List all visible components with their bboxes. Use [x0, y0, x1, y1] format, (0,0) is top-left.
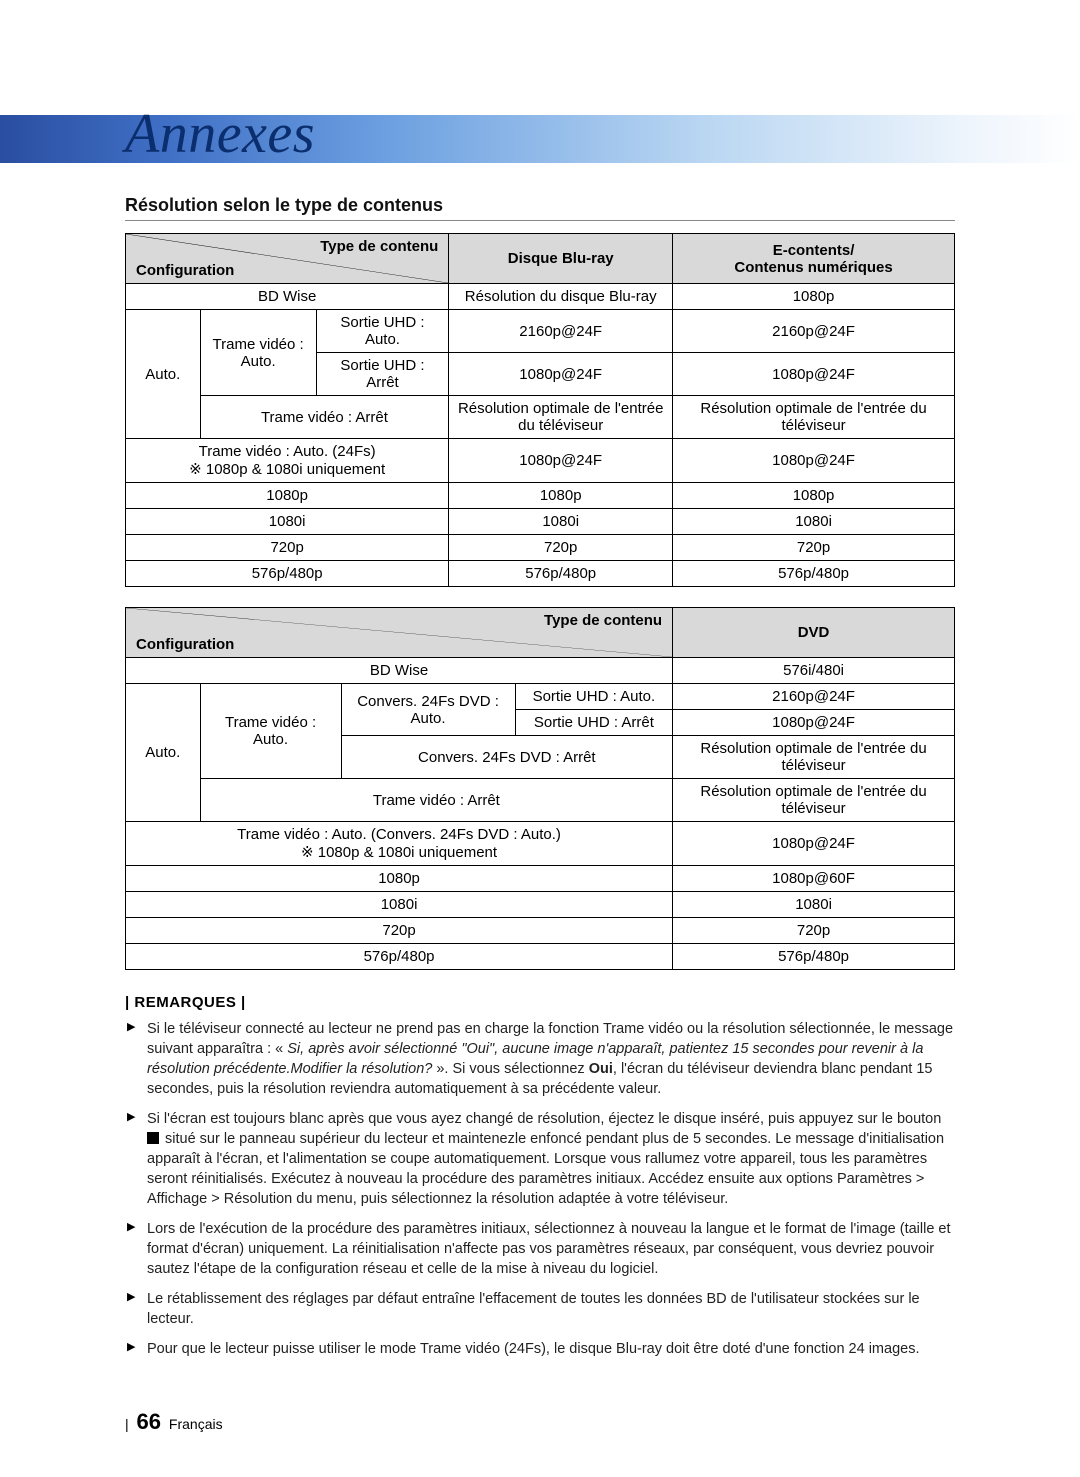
- table-row: 1080p 1080p 1080p: [126, 483, 955, 509]
- table-row: Trame vidéo : Auto. (Convers. 24Fs DVD :…: [126, 822, 955, 866]
- table-row: 1080p 1080p@60F: [126, 866, 955, 892]
- manual-page: Annexes Résolution selon le type de cont…: [0, 0, 1080, 1477]
- content-area: Résolution selon le type de contenus Typ…: [0, 195, 1080, 1359]
- remark-item: Si le téléviseur connecté au lecteur ne …: [125, 1019, 955, 1099]
- remark-item: Le rétablissement des réglages par défau…: [125, 1289, 955, 1329]
- t1-h-econ: E-contents/ Contenus numériques: [673, 234, 955, 284]
- t1-uhd-off-ec: 1080p@24F: [673, 353, 955, 396]
- t1-uhd-auto-l: Sortie UHD : Auto.: [316, 310, 449, 353]
- t1-uhd-off-l: Sortie UHD : Arrêt: [316, 353, 449, 396]
- t1-diag-bot: Configuration: [136, 262, 234, 279]
- t1-bdwise-ec: 1080p: [673, 284, 955, 310]
- t1-bdwise-br: Résolution du disque Blu-ray: [449, 284, 673, 310]
- remarks-list: Si le téléviseur connecté au lecteur ne …: [125, 1019, 955, 1359]
- table1-header-row: Type de contenu Configuration Disque Blu…: [126, 234, 955, 284]
- t1-tv24: Trame vidéo : Auto. (24Fs) ※ 1080p & 108…: [126, 439, 449, 483]
- table-row: Auto. Trame vidéo : Auto. Convers. 24Fs …: [126, 684, 955, 710]
- page-language: Français: [169, 1416, 223, 1432]
- table-row: 720p 720p: [126, 918, 955, 944]
- table-row: Auto. Trame vidéo : Auto. Sortie UHD : A…: [126, 310, 955, 353]
- t1-tvoff-ec: Résolution optimale de l'entrée du télév…: [673, 396, 955, 439]
- stop-icon: [147, 1132, 159, 1144]
- table-row: Trame vidéo : Auto. (24Fs) ※ 1080p & 108…: [126, 439, 955, 483]
- table2-header-row: Type de contenu Configuration DVD: [126, 608, 955, 658]
- t1-tvoff-br: Résolution optimale de l'entrée du télév…: [449, 396, 673, 439]
- heading-rule: [125, 220, 955, 221]
- t1-tvoff-l: Trame vidéo : Arrêt: [200, 396, 449, 439]
- table-row: Trame vidéo : Arrêt Résolution optimale …: [126, 779, 955, 822]
- table-row: 1080i 1080i 1080i: [126, 509, 955, 535]
- remarks-label: | REMARQUES |: [125, 994, 955, 1011]
- t1-uhd-off-br: 1080p@24F: [449, 353, 673, 396]
- table-row: 1080i 1080i: [126, 892, 955, 918]
- remark-item: Si l'écran est toujours blanc après que …: [125, 1109, 955, 1209]
- table-row: BD Wise Résolution du disque Blu-ray 108…: [126, 284, 955, 310]
- resolution-table-1: Type de contenu Configuration Disque Blu…: [125, 233, 955, 587]
- t2-diag-bot: Configuration: [136, 636, 234, 653]
- t1-uhd-auto-ec: 2160p@24F: [673, 310, 955, 353]
- remark-item: Lors de l'exécution de la procédure des …: [125, 1219, 955, 1279]
- t1-auto: Auto.: [126, 310, 201, 439]
- t1-diag-top: Type de contenu: [320, 238, 438, 255]
- table-row: Trame vidéo : Arrêt Résolution optimale …: [126, 396, 955, 439]
- section-heading: Résolution selon le type de contenus: [125, 195, 955, 216]
- remark-item: Pour que le lecteur puisse utiliser le m…: [125, 1339, 955, 1359]
- t2-diag-top: Type de contenu: [544, 612, 662, 629]
- page-number: 66: [137, 1409, 161, 1434]
- t2-h-dvd: DVD: [673, 608, 955, 658]
- t1-uhd-auto-br: 2160p@24F: [449, 310, 673, 353]
- resolution-table-2: Type de contenu Configuration DVD BD Wis…: [125, 607, 955, 970]
- table-row: BD Wise 576i/480i: [126, 658, 955, 684]
- page-title: Annexes: [125, 102, 315, 166]
- t1-bdwise-cfg: BD Wise: [126, 284, 449, 310]
- page-footer: | 66 Français: [125, 1409, 223, 1435]
- table-row: 720p 720p 720p: [126, 535, 955, 561]
- t1-tv24-br: 1080p@24F: [449, 439, 673, 483]
- table-row: 576p/480p 576p/480p: [126, 944, 955, 970]
- t1-h-bluray: Disque Blu-ray: [449, 234, 673, 284]
- t1-tvauto: Trame vidéo : Auto.: [200, 310, 316, 396]
- t1-tv24-ec: 1080p@24F: [673, 439, 955, 483]
- table-row: 576p/480p 576p/480p 576p/480p: [126, 561, 955, 587]
- header-band: Annexes: [0, 0, 1080, 165]
